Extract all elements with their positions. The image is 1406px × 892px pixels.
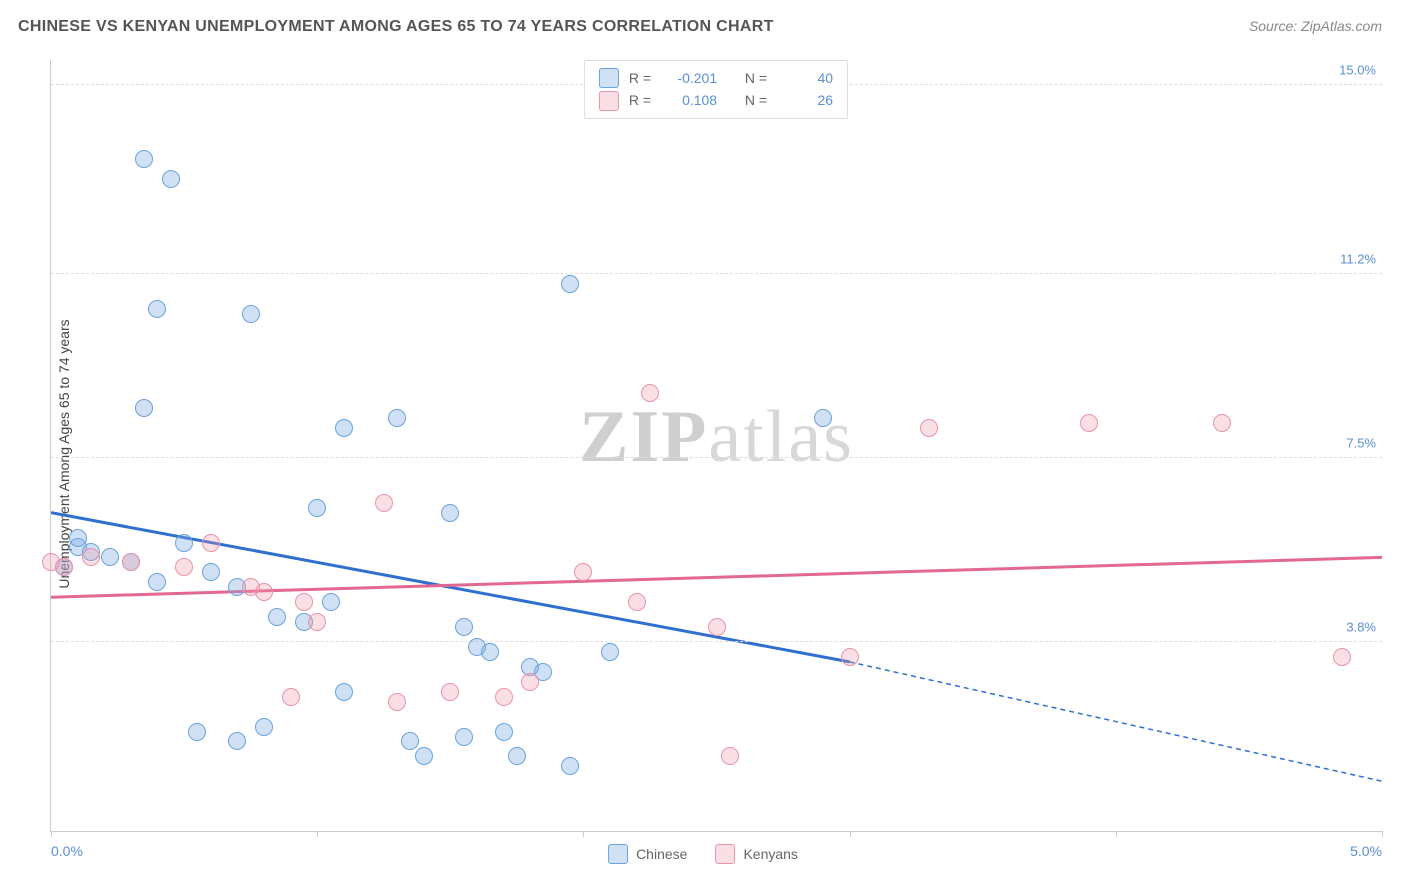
data-point <box>521 673 539 691</box>
data-point <box>228 732 246 750</box>
data-point <box>814 409 832 427</box>
data-point <box>202 534 220 552</box>
legend-label: Chinese <box>636 846 687 862</box>
legend-swatch <box>608 844 628 864</box>
legend-item: Kenyans <box>715 844 797 864</box>
legend-swatch <box>715 844 735 864</box>
data-point <box>388 693 406 711</box>
legend-swatch <box>599 91 619 111</box>
data-point <box>188 723 206 741</box>
data-point <box>122 553 140 571</box>
data-point <box>415 747 433 765</box>
legend-item: Chinese <box>608 844 687 864</box>
x-tick-label: 0.0% <box>51 843 83 859</box>
y-tick-label: 3.8% <box>1346 619 1376 634</box>
data-point <box>708 618 726 636</box>
data-point <box>455 728 473 746</box>
data-point <box>388 409 406 427</box>
data-point <box>255 718 273 736</box>
data-point <box>101 548 119 566</box>
data-point <box>282 688 300 706</box>
x-tick <box>850 831 851 837</box>
watermark: ZIPatlas <box>579 395 854 480</box>
data-point <box>920 419 938 437</box>
y-tick-label: 15.0% <box>1339 62 1376 77</box>
data-point <box>322 593 340 611</box>
chart-area: Unemployment Among Ages 65 to 74 years Z… <box>50 60 1382 832</box>
data-point <box>495 688 513 706</box>
legend-label: Kenyans <box>743 846 797 862</box>
data-point <box>175 534 193 552</box>
gridline <box>51 457 1382 458</box>
data-point <box>841 648 859 666</box>
data-point <box>375 494 393 512</box>
legend-row: R =-0.201 N =40 <box>599 67 833 89</box>
data-point <box>1213 414 1231 432</box>
y-tick-label: 11.2% <box>1340 251 1376 266</box>
data-point <box>135 399 153 417</box>
gridline <box>51 273 1382 274</box>
data-point <box>641 384 659 402</box>
data-point <box>175 558 193 576</box>
data-point <box>455 618 473 636</box>
data-point <box>481 643 499 661</box>
trend-lines <box>51 60 1382 831</box>
data-point <box>148 300 166 318</box>
legend-swatch <box>599 68 619 88</box>
data-point <box>202 563 220 581</box>
data-point <box>495 723 513 741</box>
data-point <box>82 548 100 566</box>
data-point <box>441 683 459 701</box>
data-point <box>135 150 153 168</box>
data-point <box>242 305 260 323</box>
data-point <box>295 593 313 611</box>
x-tick <box>1382 831 1383 837</box>
data-point <box>508 747 526 765</box>
data-point <box>335 683 353 701</box>
x-tick <box>51 831 52 837</box>
data-point <box>335 419 353 437</box>
data-point <box>1080 414 1098 432</box>
data-point <box>401 732 419 750</box>
data-point <box>441 504 459 522</box>
x-tick <box>1116 831 1117 837</box>
gridline <box>51 641 1382 642</box>
x-tick <box>583 831 584 837</box>
data-point <box>55 558 73 576</box>
chart-title: CHINESE VS KENYAN UNEMPLOYMENT AMONG AGE… <box>18 18 774 36</box>
data-point <box>1333 648 1351 666</box>
data-point <box>721 747 739 765</box>
x-tick <box>317 831 318 837</box>
data-point <box>561 275 579 293</box>
data-point <box>268 608 286 626</box>
y-tick-label: 7.5% <box>1346 435 1376 450</box>
data-point <box>561 757 579 775</box>
legend-row: R =0.108 N =26 <box>599 89 833 111</box>
data-point <box>601 643 619 661</box>
data-point <box>69 529 87 547</box>
data-point <box>574 563 592 581</box>
correlation-legend: R =-0.201 N =40R =0.108 N =26 <box>584 60 848 119</box>
data-point <box>162 170 180 188</box>
data-point <box>308 613 326 631</box>
series-legend: Chinese Kenyans <box>608 844 798 864</box>
data-point <box>308 499 326 517</box>
scatter-plot: ZIPatlas 3.8%7.5%11.2%15.0%0.0%5.0% <box>50 60 1382 832</box>
x-tick-label: 5.0% <box>1350 843 1382 859</box>
data-point <box>628 593 646 611</box>
data-point <box>148 573 166 591</box>
source-label: Source: ZipAtlas.com <box>1249 18 1382 34</box>
data-point <box>242 578 260 596</box>
